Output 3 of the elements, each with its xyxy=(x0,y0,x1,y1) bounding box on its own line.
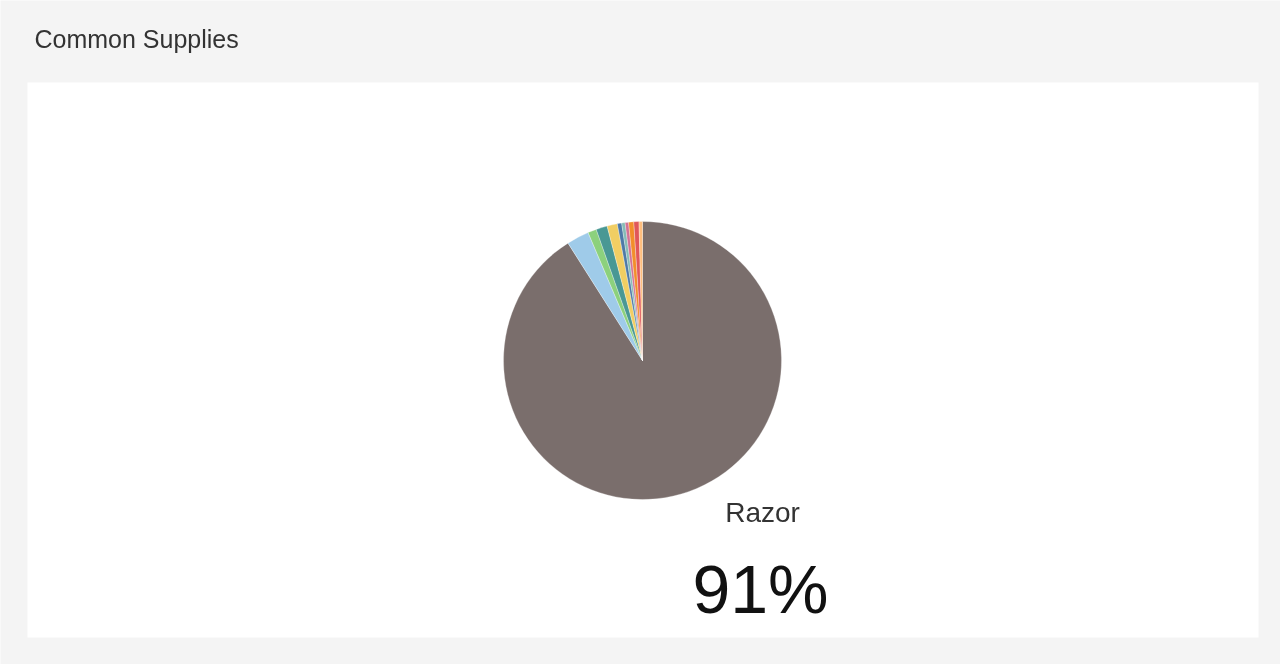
data-label: 91% xyxy=(692,550,829,627)
text: Common Supplies xyxy=(34,24,239,53)
slice-label: Razor xyxy=(725,497,800,528)
